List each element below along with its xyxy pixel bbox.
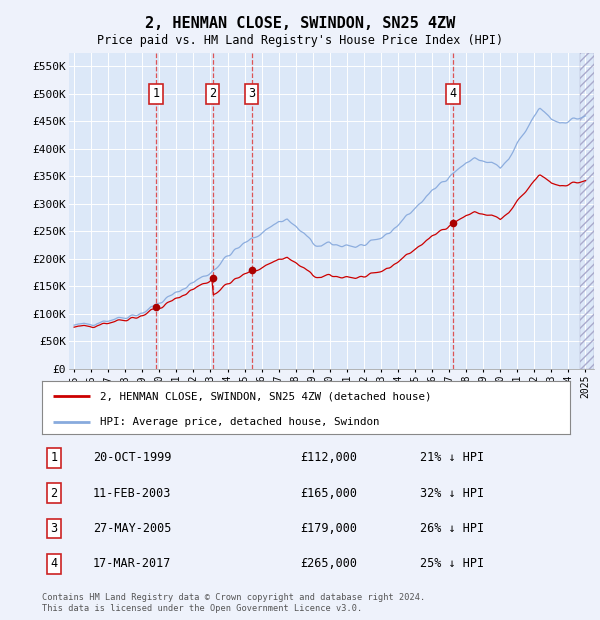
Text: 3: 3 (50, 522, 58, 535)
Text: £112,000: £112,000 (300, 451, 357, 464)
Text: 4: 4 (449, 87, 456, 100)
Text: 2: 2 (209, 87, 216, 100)
Text: 11-FEB-2003: 11-FEB-2003 (93, 487, 172, 500)
Text: 4: 4 (50, 557, 58, 570)
Text: 2, HENMAN CLOSE, SWINDON, SN25 4ZW: 2, HENMAN CLOSE, SWINDON, SN25 4ZW (145, 16, 455, 30)
Text: 25% ↓ HPI: 25% ↓ HPI (420, 557, 484, 570)
Text: 2: 2 (50, 487, 58, 500)
Text: £179,000: £179,000 (300, 522, 357, 535)
Text: 32% ↓ HPI: 32% ↓ HPI (420, 487, 484, 500)
Text: 1: 1 (152, 87, 160, 100)
Text: 20-OCT-1999: 20-OCT-1999 (93, 451, 172, 464)
Text: Price paid vs. HM Land Registry's House Price Index (HPI): Price paid vs. HM Land Registry's House … (97, 34, 503, 47)
Text: 2, HENMAN CLOSE, SWINDON, SN25 4ZW (detached house): 2, HENMAN CLOSE, SWINDON, SN25 4ZW (deta… (100, 391, 431, 401)
Text: 26% ↓ HPI: 26% ↓ HPI (420, 522, 484, 535)
Text: 17-MAR-2017: 17-MAR-2017 (93, 557, 172, 570)
Text: £265,000: £265,000 (300, 557, 357, 570)
Text: 3: 3 (248, 87, 255, 100)
Text: HPI: Average price, detached house, Swindon: HPI: Average price, detached house, Swin… (100, 417, 380, 427)
Text: £165,000: £165,000 (300, 487, 357, 500)
Text: 21% ↓ HPI: 21% ↓ HPI (420, 451, 484, 464)
Text: 1: 1 (50, 451, 58, 464)
Text: Contains HM Land Registry data © Crown copyright and database right 2024.
This d: Contains HM Land Registry data © Crown c… (42, 593, 425, 613)
Text: 27-MAY-2005: 27-MAY-2005 (93, 522, 172, 535)
